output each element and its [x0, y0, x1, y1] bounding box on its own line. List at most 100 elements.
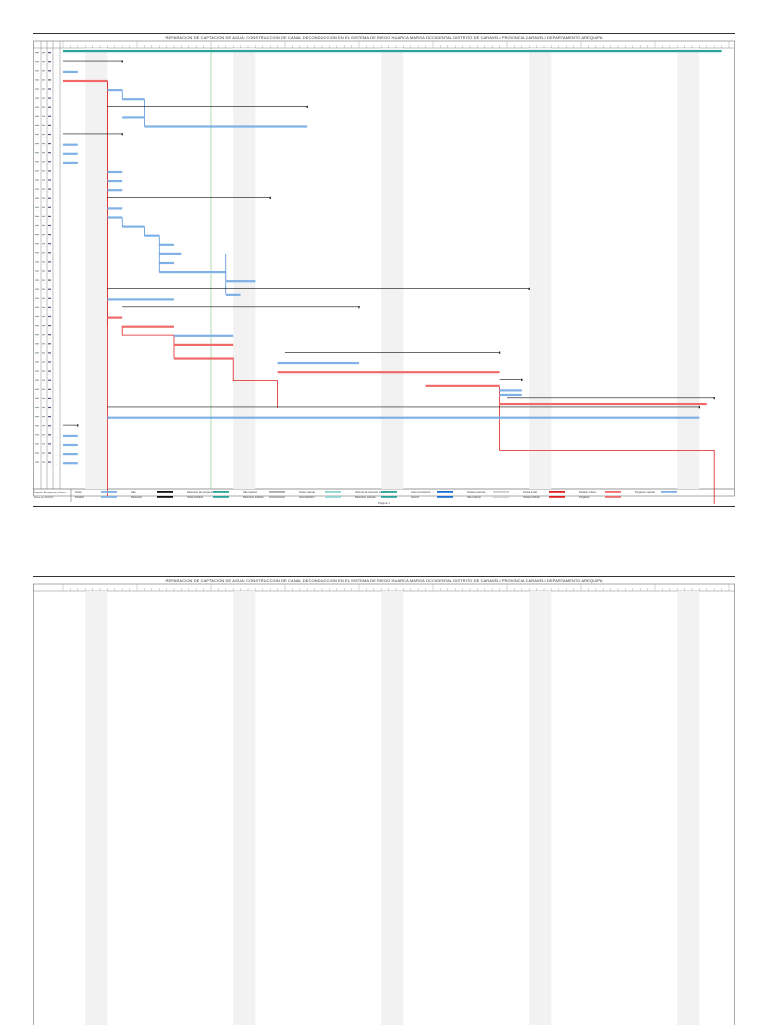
- summary-end-cap: [499, 351, 501, 354]
- critical-task-bar: [174, 343, 234, 346]
- row-mode-cell: [42, 170, 45, 172]
- task-bar: [107, 170, 123, 174]
- row-mode-cell: [42, 270, 45, 272]
- row-duration-cell: [48, 343, 51, 345]
- task-bar: [63, 152, 78, 155]
- page-title-2: REPARACION DE CAPTACIÓN DE AGUA; CONSTRU…: [165, 578, 603, 583]
- legend-swatch: [493, 496, 509, 498]
- task-bar: [159, 252, 182, 255]
- row-id-cell: [35, 388, 39, 390]
- legend-swatch: [269, 496, 285, 498]
- row-id-cell: [35, 252, 39, 254]
- legend-label: Progreso: [579, 495, 590, 499]
- row-duration-cell: [48, 179, 51, 181]
- row-id-cell: [35, 397, 39, 399]
- row-id-cell: [35, 161, 39, 163]
- row-duration-cell: [48, 452, 51, 454]
- row-duration-cell: [48, 425, 51, 427]
- row-id-cell: [35, 434, 39, 436]
- legend-swatch: [101, 491, 117, 493]
- row-mode-cell: [42, 425, 45, 427]
- row-mode-cell: [42, 279, 45, 281]
- task-bar: [63, 434, 78, 437]
- row-duration-cell: [48, 224, 51, 227]
- legend-label: Hito inactivo: [243, 490, 258, 494]
- gantt-chart-continuation: [33, 583, 735, 1025]
- row-id-cell: [35, 288, 39, 290]
- row-id-cell: [35, 306, 39, 308]
- row-duration-cell: [48, 397, 51, 399]
- summary-end-cap: [121, 133, 123, 136]
- row-mode-cell: [42, 361, 45, 363]
- legend-swatch: [381, 491, 397, 493]
- row-mode-cell: [42, 106, 45, 108]
- legend-label: solo fin: [411, 495, 420, 499]
- row-duration-cell: [48, 325, 51, 327]
- nonworking-bands: [85, 48, 700, 489]
- task-bar: [159, 243, 174, 246]
- row-id-cell: [35, 361, 39, 363]
- row-mode-cell: [42, 461, 45, 463]
- task-bar: [63, 161, 78, 164]
- critical-task-bar: [63, 79, 108, 83]
- summary-end-cap: [713, 397, 715, 400]
- row-id-cell: [35, 325, 39, 327]
- row-mode-cell: [42, 252, 45, 254]
- row-mode-cell: [42, 352, 45, 354]
- row-mode-cell: [42, 406, 45, 409]
- row-mode-cell: [42, 88, 45, 90]
- legend-swatch: [157, 496, 173, 498]
- row-duration-cell: [48, 243, 51, 245]
- row-duration-cell: [48, 461, 51, 463]
- row-duration-cell: [48, 297, 51, 299]
- row-duration-cell: [48, 306, 51, 308]
- row-duration-cell: [48, 234, 51, 236]
- task-bar: [225, 293, 241, 296]
- row-id-cell: [35, 279, 39, 281]
- task-bar: [107, 416, 700, 419]
- legend-label: División: [75, 495, 85, 499]
- row-duration-cell: [48, 70, 51, 72]
- row-mode-cell: [42, 97, 45, 99]
- row-id-cell: [35, 452, 39, 454]
- legend-swatch: [325, 496, 341, 498]
- row-mode-cell: [42, 52, 45, 54]
- legend-swatch: [325, 491, 341, 493]
- row-mode-cell: [42, 434, 45, 436]
- row-id-cell: [35, 152, 39, 154]
- task-bar: [107, 180, 123, 183]
- row-id-cell: [35, 197, 39, 199]
- row-duration-cell: [48, 406, 51, 409]
- row-duration-cell: [48, 206, 51, 208]
- row-id-cell: [35, 224, 39, 227]
- legend-label: Hito externo: [467, 495, 482, 499]
- gantt-page-2: REPARACION DE CAPTACIÓN DE AGUA; CONSTRU…: [33, 576, 735, 1025]
- row-mode-cell: [42, 315, 45, 318]
- row-id-cell: [35, 379, 39, 381]
- row-mode-cell: [42, 243, 45, 245]
- nonworking-band: [233, 591, 256, 1025]
- timescale: [62, 41, 730, 48]
- task-bar: [63, 70, 78, 73]
- task-bar: [63, 143, 78, 146]
- legend-swatch: [437, 491, 453, 493]
- nonworking-band: [85, 591, 108, 1025]
- legend-swatch: [493, 491, 509, 493]
- gantt-chart: 3 días Proyecto: Recuperacion_Huarca Fec…: [33, 40, 735, 504]
- legend-swatch: [269, 491, 285, 493]
- row-duration-cell: [48, 443, 51, 445]
- task-bar: [499, 389, 522, 392]
- legend-label: Resumen manual: [355, 495, 376, 499]
- legend-label: solo el comienzo: [411, 490, 431, 494]
- row-id-cell: [35, 234, 39, 236]
- row-duration-cell: [48, 61, 51, 63]
- legend-label: División crítica: [579, 490, 596, 494]
- task-bar: [277, 362, 359, 365]
- task-bar: [499, 393, 522, 397]
- gantt-page-1: REPARACION DE CAPTACIÓN DE AGUA; CONSTRU…: [33, 33, 735, 507]
- legend-label: Resumen: [131, 495, 143, 499]
- legend-label: Resumen del proyecto: [187, 490, 214, 494]
- critical-task-bar: [174, 357, 234, 360]
- row-duration-cell: [48, 97, 51, 99]
- legend-label: Tareas externas: [467, 490, 486, 494]
